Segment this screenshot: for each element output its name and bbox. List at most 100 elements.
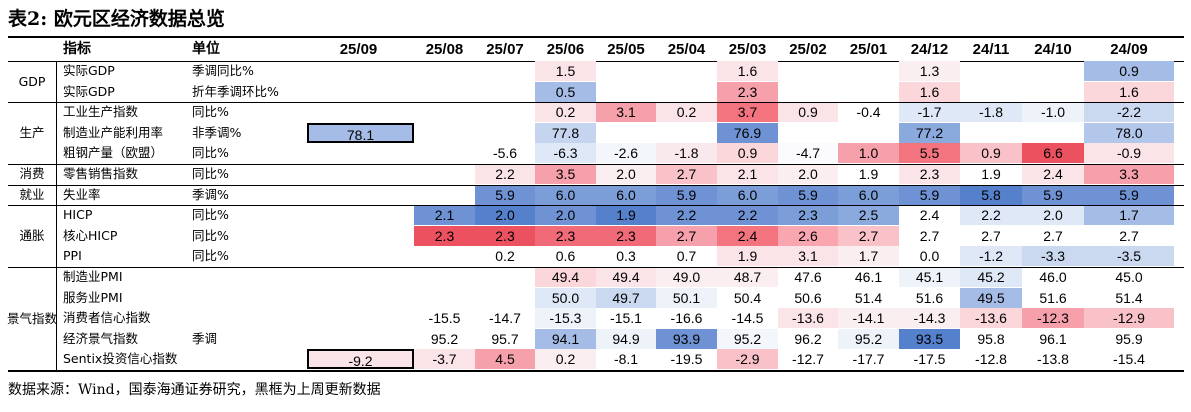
data-cell: -1.0 xyxy=(1022,102,1084,123)
indicator-unit: 同比% xyxy=(192,104,229,120)
indicator-unit xyxy=(192,349,302,369)
group-separator xyxy=(8,205,1184,207)
data-cell: 47.6 xyxy=(778,267,838,287)
data-cell: -1.2 xyxy=(960,246,1022,267)
data-cell: 94.1 xyxy=(535,328,596,349)
data-cell: -17.7 xyxy=(838,349,899,370)
table-row: 服务业PMI 50.0 49.7 50.1 50.4 50.6 51.4 51.6 49.5 51… xyxy=(0,287,1191,308)
indicator-unit xyxy=(192,267,302,287)
data-cell: 2.2 xyxy=(656,205,717,226)
data-cell: 49.0 xyxy=(656,267,717,287)
data-cell: 0.9 xyxy=(778,102,838,123)
data-cell: 2.1 xyxy=(717,164,778,184)
table-title: 表2: 欧元区经济数据总览 xyxy=(8,8,225,30)
data-cell: 50.4 xyxy=(717,287,778,308)
group-label: 消费 xyxy=(19,166,45,181)
data-cell: 95.7 xyxy=(475,328,535,349)
header-period: 25/02 xyxy=(789,41,827,58)
data-cell: -15.3 xyxy=(535,308,596,329)
indicator-unit: 同比% xyxy=(192,145,229,161)
data-cell: -1.8 xyxy=(960,102,1022,123)
data-cell xyxy=(414,143,475,163)
data-cell: 3.3 xyxy=(1084,164,1174,184)
indicator-unit: 同比% xyxy=(192,248,229,264)
data-cell: 2.5 xyxy=(838,205,899,226)
data-cell: 1.9 xyxy=(717,246,778,267)
data-cell: 2.0 xyxy=(778,164,838,184)
table-header: 指标 单位 25/09 25/08 25/07 25/06 25/05 25/04 25/0… xyxy=(0,38,1191,61)
data-cell: -3.7 xyxy=(414,349,475,370)
data-cell xyxy=(596,61,656,81)
header-period: 24/12 xyxy=(910,41,949,58)
data-cell: 2.7 xyxy=(1022,225,1084,246)
data-cell xyxy=(960,123,1022,143)
data-cell: -2.2 xyxy=(1084,102,1174,123)
indicator-name: Sentix投资信心指数 xyxy=(63,351,178,367)
data-cell: -3.3 xyxy=(1022,246,1084,267)
indicator-name: PPI xyxy=(63,248,82,264)
indicator-name: 经济景气指数 xyxy=(63,330,139,346)
data-cell: 51.4 xyxy=(1084,287,1174,308)
data-cell: 0.2 xyxy=(475,246,535,267)
data-cell: -14.5 xyxy=(717,308,778,329)
indicator-name: 实际GDP xyxy=(63,63,115,78)
data-cell: 51.6 xyxy=(1022,287,1084,308)
data-cell xyxy=(1022,61,1084,81)
header-indicator: 指标 xyxy=(63,41,91,57)
data-cell: 0.3 xyxy=(596,246,656,267)
data-cell: -0.4 xyxy=(838,102,899,123)
data-cell: 50.1 xyxy=(656,287,717,308)
data-cell: 50.6 xyxy=(778,287,838,308)
data-cell xyxy=(303,205,414,225)
data-cell: 1.5 xyxy=(535,61,596,81)
data-cell xyxy=(596,123,656,143)
data-cell: 1.0 xyxy=(838,143,899,164)
data-cell: 2.7 xyxy=(838,225,899,246)
data-cell xyxy=(414,164,475,184)
indicator-unit: 同比% xyxy=(192,207,229,223)
data-cell: 5.9 xyxy=(1022,184,1084,205)
data-cell: 1.9 xyxy=(596,205,656,226)
header-period: 24/10 xyxy=(1034,41,1072,58)
data-cell: 0.0 xyxy=(899,246,960,267)
source-note: 数据来源：Wind，国泰海通证券研究，黑框为上周更新数据 xyxy=(8,382,381,398)
group-label: 通胀 xyxy=(19,228,45,244)
data-cell: 45.1 xyxy=(899,267,960,287)
data-cell: 2.0 xyxy=(535,205,596,226)
header-period: 25/09 xyxy=(339,41,378,58)
indicator-unit: 同比% xyxy=(192,166,229,181)
data-cell xyxy=(475,102,535,122)
header-period: 24/09 xyxy=(1110,41,1148,58)
data-cell: 45.2 xyxy=(960,267,1022,287)
data-cell xyxy=(596,82,656,102)
group-label: GDP xyxy=(18,74,46,89)
data-cell: -2.6 xyxy=(596,143,656,164)
data-cell: -9.2 xyxy=(307,349,414,370)
data-cell: -1.7 xyxy=(899,102,960,123)
data-cell: 96.1 xyxy=(1022,328,1084,349)
data-cell: 0.9 xyxy=(960,143,1022,164)
data-cell xyxy=(303,82,414,102)
indicator-unit: 季调同比% xyxy=(192,63,254,78)
data-cell: -15.4 xyxy=(1084,349,1174,370)
data-cell xyxy=(778,123,838,143)
data-cell xyxy=(303,185,414,205)
data-cell: 2.2 xyxy=(960,205,1022,226)
data-cell xyxy=(414,61,475,81)
data-cell: -16.6 xyxy=(656,308,717,329)
data-cell: -0.9 xyxy=(1084,143,1174,164)
data-cell: 49.7 xyxy=(596,287,656,308)
indicator-name: 制造业PMI xyxy=(63,269,123,284)
data-cell: 0.2 xyxy=(535,102,596,123)
header-period: 25/08 xyxy=(425,41,464,58)
data-cell: 1.6 xyxy=(899,81,960,102)
data-cell xyxy=(778,82,838,102)
data-cell: 6.0 xyxy=(535,184,596,205)
data-cell: 2.3 xyxy=(475,225,535,246)
data-cell: 76.9 xyxy=(717,122,778,143)
data-cell: 5.9 xyxy=(475,184,535,205)
data-cell: 93.9 xyxy=(656,328,717,349)
data-cell: 0.6 xyxy=(535,246,596,267)
data-cell: 5.9 xyxy=(656,184,717,205)
indicator-unit xyxy=(192,288,302,308)
